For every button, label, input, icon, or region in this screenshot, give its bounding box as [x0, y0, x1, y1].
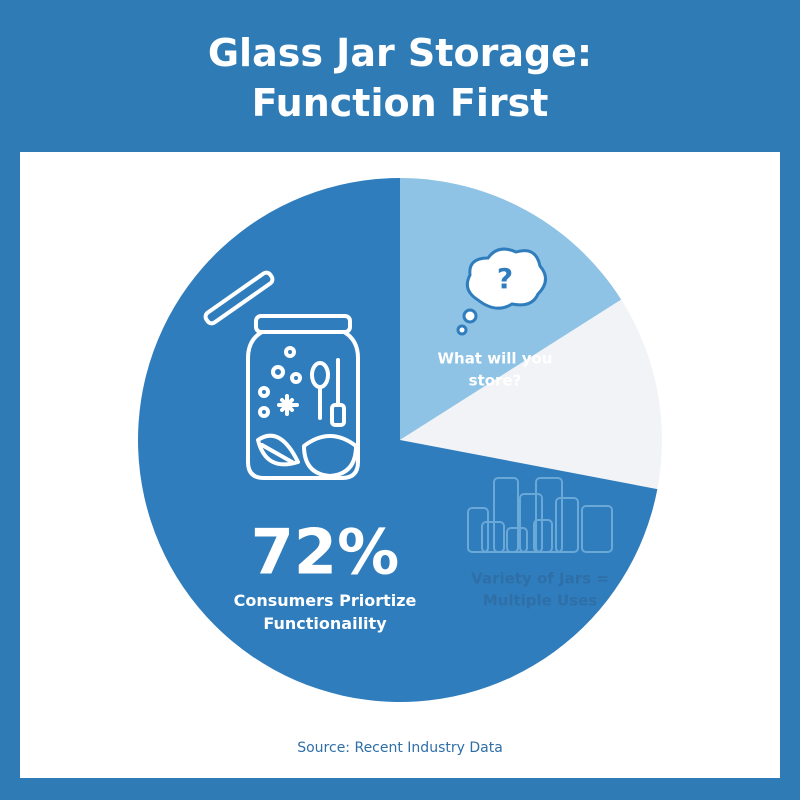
slice-label: Variety of Jars = Multiple Uses: [471, 569, 609, 609]
thought-icon: ?: [456, 247, 547, 336]
pie-slice: [400, 178, 622, 440]
svg-text:?: ?: [497, 262, 513, 295]
jars-icon: [467, 477, 613, 553]
slice-label: What will you store?: [437, 349, 553, 389]
jar-icon: [203, 270, 360, 480]
slice-label: Consumers Priortize Functionaility: [233, 590, 417, 633]
source-note: Source: Recent Industry Data: [297, 740, 503, 756]
chart-title: Glass Jar Storage: Function First: [207, 31, 593, 125]
pie-slice: [400, 299, 662, 490]
pie-slice: [137, 178, 658, 702]
value-label: 72%: [250, 515, 400, 589]
